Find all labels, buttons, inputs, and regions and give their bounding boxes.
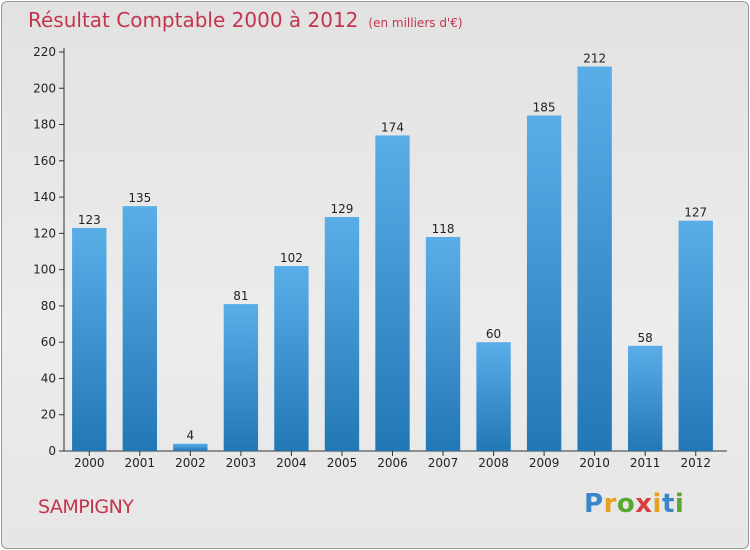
y-tick-label: 220 [33,45,56,59]
y-tick-label: 100 [33,263,56,277]
x-tick-label: 2012 [680,456,711,470]
x-tick-label: 2008 [478,456,509,470]
bar-2007 [425,236,461,451]
bar-2012 [678,220,713,451]
bar-2008 [476,342,511,451]
value-label: 60 [486,327,501,341]
x-tick-label: 2011 [630,456,661,470]
x-tick-label: 2009 [529,456,560,470]
chart-title-text: Résultat Comptable 2000 à 2012 [28,8,359,32]
value-label: 185 [533,100,556,114]
y-tick-label: 180 [33,118,56,132]
bar-2011 [628,345,663,451]
x-tick-label: 2000 [74,456,105,470]
bar-2009 [526,115,562,452]
chart-title: Résultat Comptable 2000 à 2012 (en millie… [28,8,463,32]
value-label: 81 [233,289,248,303]
y-tick-label: 20 [41,408,56,422]
y-tick-label: 200 [33,81,56,95]
x-tick-label: 2005 [327,456,358,470]
value-label: 58 [638,331,653,345]
y-tick-label: 40 [41,371,56,385]
x-tick-label: 2007 [428,456,459,470]
proxiti-logo: Proxiti [584,489,685,519]
y-tick-label: 60 [41,335,56,349]
bar-2005 [324,217,360,451]
bar-2004 [274,266,309,451]
x-tick-label: 2003 [226,456,257,470]
x-tick-label: 2001 [125,456,156,470]
value-label: 123 [78,213,101,227]
y-tick-label: 120 [33,226,56,240]
value-label: 135 [128,191,151,205]
bar-2001 [122,206,157,451]
value-label: 102 [280,251,303,265]
bar-2010 [577,66,612,451]
value-label: 4 [187,429,195,443]
y-tick-label: 80 [41,299,56,313]
value-label: 174 [381,120,404,134]
y-tick-label: 0 [48,444,56,458]
bar-2000 [72,227,107,451]
x-tick-label: 2006 [377,456,408,470]
place-name: SAMPIGNY [38,496,134,518]
value-label: 129 [331,202,354,216]
value-label: 127 [684,206,707,220]
x-tick-label: 2010 [579,456,610,470]
y-tick-label: 140 [33,190,56,204]
value-label: 212 [583,52,606,66]
bar-2002 [173,443,208,451]
bar-2003 [223,304,259,451]
chart-subtitle: (en milliers d'€) [368,16,463,30]
y-tick-label: 160 [33,154,56,168]
x-tick-label: 2002 [175,456,206,470]
x-tick-label: 2004 [276,456,307,470]
value-label: 118 [432,222,455,236]
bar-2006 [375,135,410,451]
